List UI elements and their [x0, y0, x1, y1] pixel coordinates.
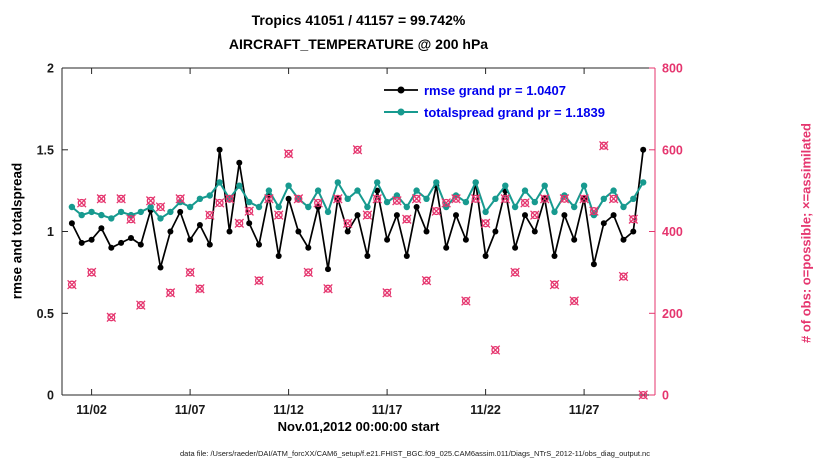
obs-scatter [67, 140, 648, 400]
x-axis-ticks [91, 68, 585, 395]
svg-text:2: 2 [47, 62, 54, 76]
svg-text:200: 200 [662, 307, 683, 321]
svg-text:11/17: 11/17 [372, 403, 403, 417]
svg-text:800: 800 [662, 62, 683, 76]
axis-frame [61, 67, 656, 396]
chart-title-line2: AIRCRAFT_TEMPERATURE @ 200 hPa [228, 36, 489, 52]
x-axis-label: Nov.01,2012 00:00:00 start [277, 419, 440, 434]
legend-label-rmse: rmse grand pr = 1.0407 [424, 82, 566, 98]
chart-title-line1: Tropics 41051 / 41157 = 99.742% [251, 12, 466, 28]
legend: rmse grand pr = 1.0407 totalspread grand… [382, 79, 605, 123]
totalspread-line-marker-icon [384, 108, 418, 116]
svg-text:1.5: 1.5 [37, 143, 54, 157]
svg-text:11/07: 11/07 [175, 403, 206, 417]
legend-item-rmse: rmse grand pr = 1.0407 [382, 79, 605, 101]
svg-text:600: 600 [662, 143, 683, 157]
svg-text:0: 0 [47, 389, 54, 403]
y-axis-left-tick-labels: 0 0.5 1 1.5 2 [37, 62, 54, 403]
svg-text:11/22: 11/22 [470, 403, 501, 417]
y-axis-label-right: # of obs: o=possible; ×=assimilated [798, 123, 814, 343]
legend-item-totalspread: totalspread grand pr = 1.1839 [382, 101, 605, 123]
svg-text:11/02: 11/02 [76, 403, 107, 417]
y-axis-label-left: rmse and totalspread [9, 162, 25, 300]
x-axis-tick-labels: 11/02 11/07 11/12 11/17 11/22 11/27 [76, 403, 599, 417]
svg-text:0: 0 [662, 389, 669, 403]
svg-text:11/27: 11/27 [569, 403, 600, 417]
svg-text:0.5: 0.5 [37, 307, 54, 321]
y-axis-left-ticks [62, 67, 68, 396]
svg-text:1: 1 [47, 225, 54, 239]
y-axis-right-ticks [649, 67, 655, 396]
svg-text:11/12: 11/12 [273, 403, 304, 417]
svg-text:400: 400 [662, 225, 683, 239]
data-file-path: data file: /Users/raeder/DAI/ATM_forcXX/… [180, 449, 650, 458]
rmse-series [68, 146, 647, 273]
y-axis-right-tick-labels: 0 200 400 600 800 [662, 62, 683, 403]
rmse-line-marker-icon [384, 86, 418, 94]
legend-label-totalspread: totalspread grand pr = 1.1839 [424, 104, 605, 120]
